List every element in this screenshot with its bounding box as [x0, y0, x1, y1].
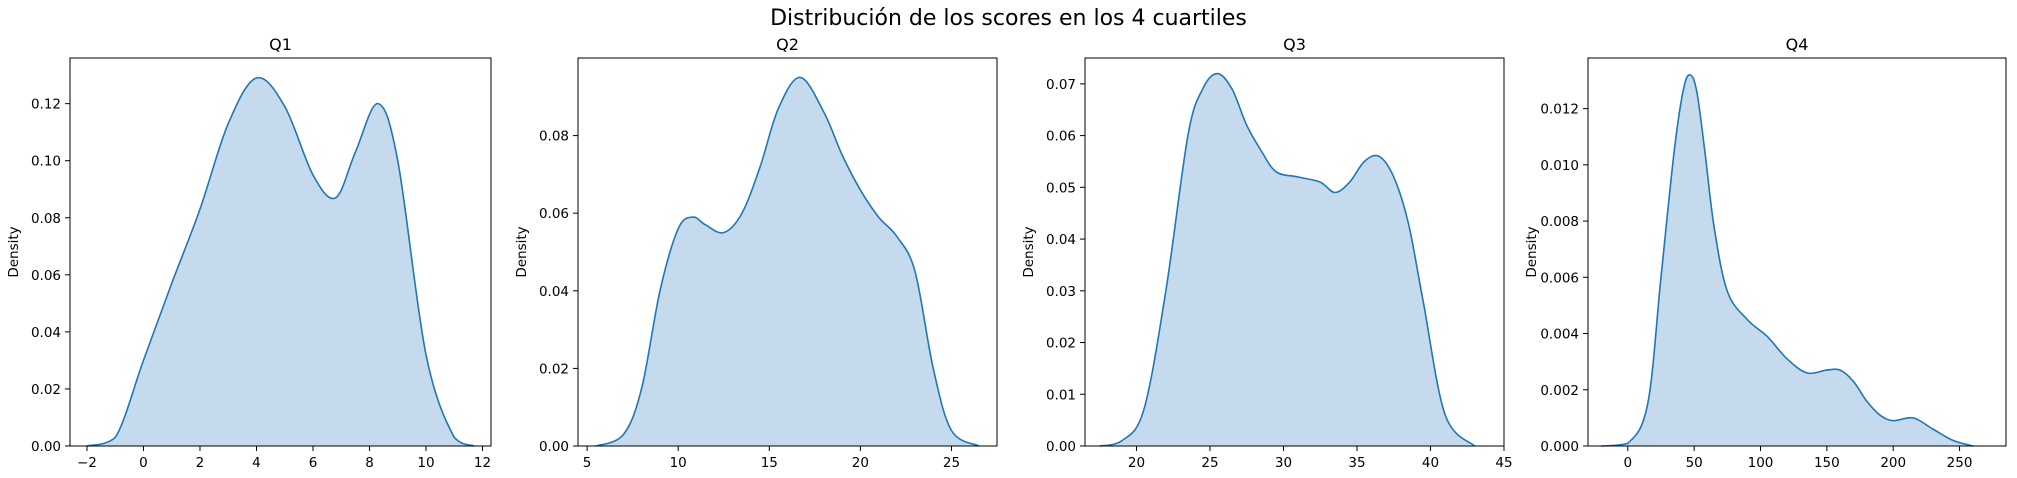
x-tick-label: 10	[417, 455, 434, 471]
x-tick-label: 2	[196, 455, 205, 471]
y-tick-label: 0.06	[539, 206, 569, 222]
y-tick-label: 0.010	[1540, 158, 1579, 174]
x-tick-label: 150	[1814, 455, 1840, 471]
x-tick-label: 100	[1748, 455, 1774, 471]
density-area-fill	[86, 77, 475, 446]
panel-title: Q2	[776, 35, 799, 54]
axes-frame	[1084, 57, 1505, 447]
density-curve-line	[86, 76, 475, 447]
y-axis-label: Density	[1021, 226, 1037, 277]
y-tick-label: 0.01	[1046, 387, 1076, 403]
figure-title: Distribución de los scores en los 4 cuar…	[770, 6, 1247, 31]
x-tick-label: 5	[583, 455, 592, 471]
y-tick-label: 0.02	[1046, 336, 1076, 352]
panel-title: Q1	[269, 35, 292, 54]
x-tick-label: 8	[365, 455, 374, 471]
panel-title: Q3	[1283, 35, 1306, 54]
chart-panel-1: −2 0 2 4 6 8 10 12 0.00 0.02 0.04 0.06 0.08 0.10 0.12 D…	[6, 35, 492, 471]
x-tick-label: 25	[1201, 455, 1218, 471]
x-tick-label: 0	[1624, 455, 1633, 471]
y-tick-label: 0.07	[1046, 77, 1076, 93]
x-tick-label: 50	[1686, 455, 1703, 471]
density-curve-line	[595, 76, 980, 447]
y-tick-label: 0.02	[31, 382, 61, 398]
y-tick-label: 0.04	[539, 284, 569, 300]
x-tick-label: 250	[1947, 455, 1973, 471]
x-tick-label: 200	[1880, 455, 1906, 471]
y-tick-label: 0.12	[31, 97, 61, 113]
y-tick-label: 0.06	[1046, 129, 1076, 145]
chart-panel-3: 20 25 30 35 40 45 0.00 0.01 0.02 0.03 0.04 0.05 0.06…	[1021, 35, 1513, 471]
y-axis-label: Density	[6, 226, 22, 277]
x-tick-label: 45	[1495, 455, 1512, 471]
x-tick-label: 15	[761, 455, 778, 471]
y-tick-label: 0.004	[1540, 327, 1579, 343]
density-curve-line	[1099, 72, 1476, 447]
chart-panel-2: 5 10 15 20 25 0.00 0.02 0.04 0.06 0.08 Density Q2	[514, 35, 998, 471]
x-tick-label: 35	[1348, 455, 1365, 471]
y-tick-label: 0.00	[539, 439, 569, 455]
axes-frame	[69, 57, 492, 447]
density-area-fill	[1601, 74, 1973, 446]
chart-panel-4: 0 50 100 150 200 250 0.000 0.002 0.004 0.006 0.008…	[1524, 35, 2007, 471]
y-tick-label: 0.04	[1046, 232, 1076, 248]
y-tick-label: 0.08	[539, 129, 569, 145]
x-tick-label: 20	[1128, 455, 1145, 471]
y-tick-label: 0.03	[1046, 284, 1076, 300]
x-tick-label: 20	[852, 455, 869, 471]
y-tick-label: 0.02	[539, 361, 569, 377]
y-tick-label: 0.008	[1540, 214, 1579, 230]
y-tick-label: 0.10	[31, 154, 61, 170]
y-tick-label: 0.08	[31, 211, 61, 227]
y-tick-label: 0.000	[1540, 439, 1579, 455]
y-tick-label: 0.012	[1540, 102, 1579, 118]
x-tick-label: 30	[1275, 455, 1292, 471]
x-tick-label: 10	[670, 455, 687, 471]
y-axis-label: Density	[514, 226, 530, 277]
axes-frame	[1587, 57, 2007, 447]
y-tick-label: 0.006	[1540, 270, 1579, 286]
x-tick-label: 25	[943, 455, 960, 471]
density-curve-line	[1601, 74, 1974, 447]
x-tick-label: 4	[252, 455, 261, 471]
y-tick-label: 0.002	[1540, 383, 1579, 399]
density-area-fill	[1099, 73, 1475, 447]
x-tick-label: 12	[474, 455, 491, 471]
panel-title: Q4	[1786, 35, 1809, 54]
y-tick-label: 0.00	[31, 439, 61, 455]
x-tick-label: 40	[1422, 455, 1439, 471]
x-tick-label: 6	[309, 455, 318, 471]
y-tick-label: 0.06	[31, 268, 61, 284]
y-tick-label: 0.05	[1046, 180, 1076, 196]
y-tick-label: 0.00	[1046, 439, 1076, 455]
axes-frame	[577, 57, 998, 447]
y-axis-label: Density	[1524, 226, 1540, 277]
y-tick-label: 0.04	[31, 325, 61, 341]
x-tick-label: 0	[139, 455, 148, 471]
density-area-fill	[596, 77, 979, 446]
x-tick-label: −2	[77, 455, 97, 471]
